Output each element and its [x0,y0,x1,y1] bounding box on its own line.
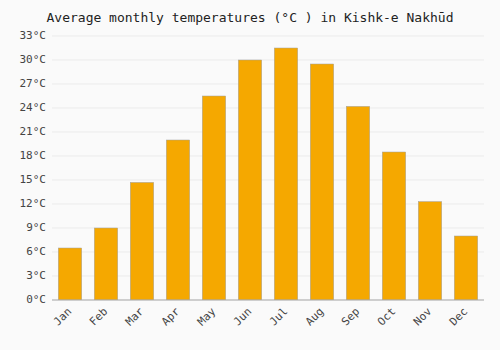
bars [58,48,477,300]
x-tick-label: Jun [231,305,254,328]
x-tick-label: Jul [267,305,290,328]
grid-line [52,156,484,157]
bar [274,48,297,300]
grid-line [52,108,484,109]
bar [202,96,225,300]
x-tick-label: Dec [447,305,470,328]
title: Average monthly temperatures (°C ) in Ki… [47,10,454,25]
bar [346,106,369,300]
bar [58,248,81,300]
x-tick-label: Apr [159,305,183,329]
y-tick-label: 33°C [20,29,47,42]
grid-line [52,300,484,301]
chart-svg: Average monthly temperatures (°C ) in Ki… [0,0,500,350]
y-tick-label: 24°C [20,101,47,114]
bar [238,60,261,300]
x-tick-label: Sep [339,305,362,328]
x-tick-label: Jan [51,305,74,328]
grid-line [52,84,484,85]
bar [130,182,153,300]
x-tick-label: Feb [87,305,110,328]
grid-line [52,36,484,37]
grid-line [52,60,484,61]
x-tick-label: Aug [303,305,326,328]
background [0,0,500,350]
y-grid [52,36,484,300]
bar [166,140,189,300]
bar [454,236,477,300]
grid-line [52,180,484,181]
x-tick-label: Mar [123,305,147,329]
y-tick-label: 12°C [20,197,47,210]
x-axis-line [52,300,484,301]
y-tick-label: 9°C [26,221,46,234]
y-tick-label: 3°C [26,269,46,282]
y-tick-label: 6°C [26,245,46,258]
y-tick-label: 21°C [20,125,47,138]
chart-container: Average monthly temperatures (°C ) in Ki… [0,0,500,350]
y-tick-label: 30°C [20,53,47,66]
y-tick-label: 15°C [20,173,47,186]
bar [382,152,405,300]
bar [94,228,117,300]
bar [310,64,333,300]
y-tick-label: 18°C [20,149,47,162]
x-tick-label: May [195,305,219,329]
y-tick-label: 0°C [26,293,46,306]
x-tick-label: Oct [375,305,398,328]
grid-line [52,132,484,133]
bar [418,202,441,300]
y-tick-label: 27°C [20,77,47,90]
x-tick-label: Nov [411,305,435,329]
